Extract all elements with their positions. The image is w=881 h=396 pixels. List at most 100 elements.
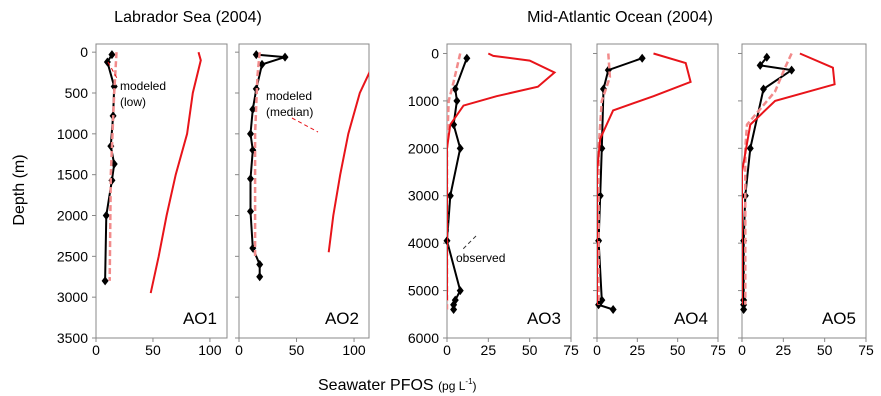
data-point <box>258 59 266 69</box>
data-point <box>456 286 464 296</box>
plot-frame <box>238 43 370 339</box>
y-tick-label: 3000 <box>408 188 439 204</box>
x-tick-label: 50 <box>522 342 538 358</box>
series-line <box>447 52 557 301</box>
data-point <box>102 211 110 220</box>
data-point <box>101 276 109 286</box>
annotation: modeled <box>266 89 312 103</box>
x-tick-label: 25 <box>776 342 792 358</box>
data-point <box>110 81 118 91</box>
data-point <box>450 300 458 310</box>
series-line <box>447 53 462 310</box>
x-tick-label: 75 <box>858 342 874 358</box>
group-title: Mid-Atlantic Ocean (2004) <box>527 9 713 26</box>
y-tick-label: 6000 <box>408 330 439 346</box>
series-line <box>597 52 692 305</box>
panel-label: AO1 <box>183 309 217 328</box>
y-tick-label: 500 <box>65 85 89 101</box>
series-line <box>447 57 468 310</box>
series-line <box>742 52 836 305</box>
data-point <box>249 104 257 114</box>
annotation: modeled <box>120 79 166 93</box>
panel-label: AO2 <box>325 309 359 328</box>
data-point <box>450 305 458 315</box>
plot-frame <box>741 43 867 339</box>
x-tick-label: 100 <box>198 342 222 358</box>
data-point <box>788 65 796 75</box>
x-tick-label: 50 <box>289 342 305 358</box>
panel-label: AO3 <box>527 309 561 328</box>
x-label-exponent: -1 <box>465 377 473 386</box>
plot-frame <box>446 43 572 339</box>
data-point <box>247 129 255 139</box>
y-tick-label: 5000 <box>408 283 439 299</box>
data-point <box>756 60 764 70</box>
y-axis-label: Depth (m) <box>11 154 28 225</box>
data-point <box>740 305 748 315</box>
series-line <box>597 57 643 311</box>
data-point <box>451 84 459 94</box>
x-label-main: Seawater PFOS <box>318 377 434 394</box>
data-point <box>609 305 617 315</box>
data-point <box>456 143 464 153</box>
x-tick-label: 25 <box>481 342 497 358</box>
x-tick-label: 0 <box>738 342 746 358</box>
x-tick-label: 0 <box>593 342 601 358</box>
y-tick-label: 1000 <box>57 126 88 142</box>
plot-frame <box>95 43 228 339</box>
x-tick-label: 75 <box>710 342 726 358</box>
y-tick-label: 2500 <box>57 248 88 264</box>
y-tick-label: 0 <box>80 44 88 60</box>
plot-frame <box>596 43 719 339</box>
data-point <box>759 84 767 94</box>
y-tick-label: 3500 <box>57 330 88 346</box>
data-point <box>247 206 255 216</box>
panel-label: AO5 <box>822 309 856 328</box>
y-tick-label: 2000 <box>57 208 88 224</box>
y-tick-label: 1000 <box>408 93 439 109</box>
series-line <box>327 71 369 253</box>
y-tick-label: 1500 <box>57 167 88 183</box>
data-point <box>108 50 116 60</box>
annotation-leader <box>291 117 319 133</box>
x-label-unit: (pg L <box>438 379 466 393</box>
series-line <box>742 56 795 310</box>
annotation: (low) <box>120 95 146 109</box>
panel-label: AO4 <box>674 309 708 328</box>
annotation: (median) <box>266 105 313 119</box>
data-point <box>638 53 646 63</box>
data-point <box>256 272 264 282</box>
x-tick-label: 50 <box>817 342 833 358</box>
x-tick-label: 75 <box>563 342 579 358</box>
data-point <box>281 52 289 62</box>
data-point <box>595 300 603 310</box>
y-tick-label: 4000 <box>408 235 439 251</box>
x-tick-label: 100 <box>342 342 366 358</box>
group-title: Labrador Sea (2004) <box>114 9 262 26</box>
series-line <box>744 52 793 305</box>
y-tick-label: 3000 <box>57 289 88 305</box>
data-point <box>453 96 461 106</box>
annotation-leader <box>107 61 119 81</box>
data-point <box>746 143 754 153</box>
y-tick-label: 2000 <box>408 140 439 156</box>
annotation-leader <box>461 235 477 251</box>
series-line <box>253 52 261 257</box>
data-point <box>256 260 264 269</box>
data-point <box>763 52 771 62</box>
series-line <box>108 52 118 281</box>
x-tick-label: 50 <box>670 342 686 358</box>
x-axis-label: Seawater PFOS (pg L-1) <box>318 377 477 394</box>
x-tick-label: 0 <box>443 342 451 358</box>
x-tick-label: 25 <box>630 342 646 358</box>
series-line <box>597 53 612 305</box>
data-point <box>463 53 471 63</box>
x-tick-label: 50 <box>145 342 161 358</box>
data-point <box>247 174 255 184</box>
y-tick-label: 0 <box>431 45 439 61</box>
x-tick-label: 0 <box>235 342 243 358</box>
x-label-unit-end: ) <box>473 379 477 393</box>
data-point <box>446 191 454 201</box>
x-tick-label: 0 <box>92 342 100 358</box>
